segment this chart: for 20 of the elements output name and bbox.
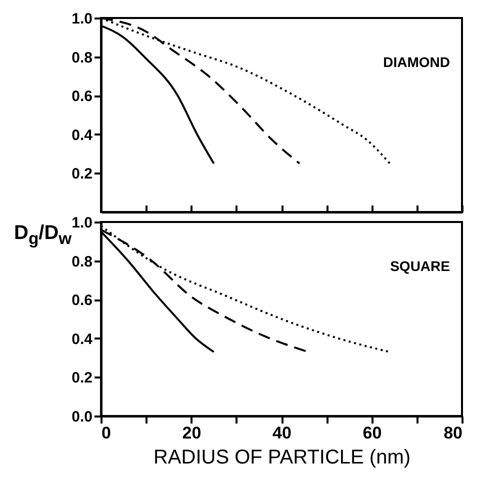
y-tick-label: 0.2 xyxy=(72,166,92,183)
y-tick-label: 0.0 xyxy=(72,408,92,426)
y-tick-label: 0.4 xyxy=(72,330,94,348)
y-tick-label: 0.8 xyxy=(72,253,92,270)
annotation: DIAMOND xyxy=(383,54,450,70)
x-tick-label: 80 xyxy=(444,424,462,442)
y-tick-label: 0.6 xyxy=(72,292,92,310)
x-tick-label: 60 xyxy=(362,424,382,442)
y-tick-label: 0.4 xyxy=(72,126,94,144)
x-axis-title: RADIUS OF PARTICLE (nm) xyxy=(153,446,411,468)
y-tick-label: 1.0 xyxy=(72,10,92,28)
y-tick-label: 0.2 xyxy=(72,370,92,387)
x-tick-label: 40 xyxy=(272,424,292,442)
y-tick-label: 0.8 xyxy=(72,49,92,66)
x-tick-label: 0 xyxy=(102,424,111,442)
y-axis-title: D$_{g}$/D$_{w}$ xyxy=(14,222,72,249)
x-tick-label: 20 xyxy=(182,424,202,442)
y-tick-label: 0.6 xyxy=(72,88,92,106)
annotation: SQUARE xyxy=(390,258,450,274)
y-tick-label: 1.0 xyxy=(72,214,92,232)
